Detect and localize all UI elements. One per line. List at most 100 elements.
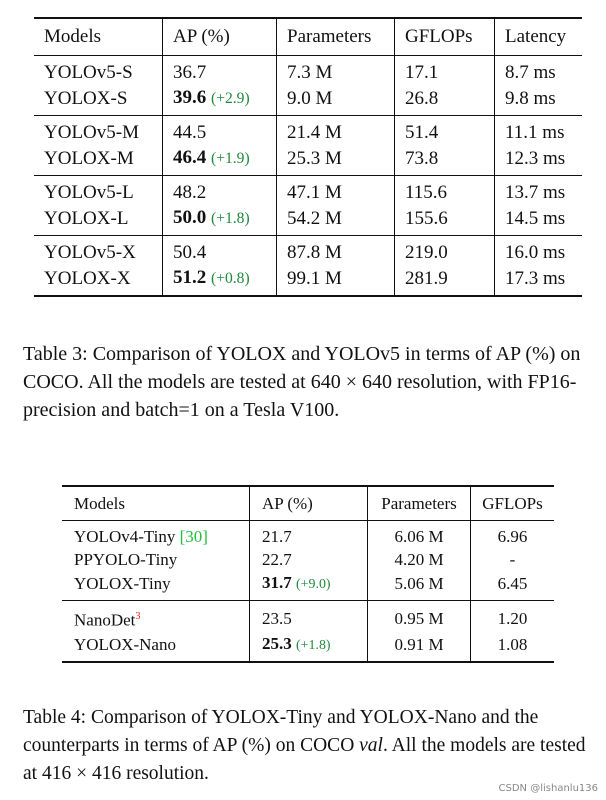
ap-value: 44.5 [173,122,207,143]
latency-cell: 13.7 ms [494,175,582,205]
citation-link[interactable]: [30] [179,527,208,546]
header-latency: Latency [494,17,582,56]
table-4-header-row: Models AP (%) Parameters GFLOPs [62,485,554,521]
ap-value: 50.4 [173,242,207,263]
gflops-cell: 1.20 [470,600,554,632]
model-cell: NanoDet3 [62,601,250,632]
model-cell: YOLOv5-M [44,122,139,143]
gflops-cell: 1.08 [470,631,554,663]
table-row: YOLOv4-Tiny [30] 21.7 6.06 M 6.96 [62,520,554,548]
params-cell: 6.06 M [367,520,471,548]
table-3-header-row: Models AP (%) Parameters GFLOPs Latency [34,17,582,56]
gflops-cell: 155.6 [394,205,495,236]
ap-cell: 39.6 (+2.9) [162,85,277,116]
gflops-cell: 73.8 [394,145,495,176]
gflops-cell: 6.96 [470,520,554,548]
model-name: NanoDet [74,610,136,630]
ap-gain: (+1.9) [211,150,250,167]
params-cell: 25.3 M [276,145,395,176]
ap-cell: 23.5 [249,600,368,632]
table-row: PPYOLO-Tiny 22.7 4.20 M- [62,548,554,571]
ap-value: 50.0 [173,207,207,228]
gflops-cell: - [470,548,554,571]
ap-cell: 36.7 [162,55,277,85]
table-row: YOLOX-L 50.0 (+1.8) 54.2 M 155.6 14.5 ms [34,205,582,236]
table-4: Models AP (%) Parameters GFLOPs YOLOv4-T… [62,485,554,663]
params-cell: 99.1 M [276,265,395,297]
header-gflops: GFLOPs [394,17,495,56]
ap-cell: 50.0 (+1.8) [162,205,277,236]
model-cell: YOLOX-X [34,265,163,297]
ap-cell: 21.7 [249,520,368,548]
ap-gain: (+1.8) [211,210,250,227]
params-cell: 0.95 M [367,600,471,632]
model-cell: YOLOX-S [34,85,163,116]
footnote-marker[interactable]: 3 [135,611,141,622]
ap-gain: (+0.8) [211,270,250,287]
latency-cell: 12.3 ms [494,145,582,176]
ap-value: 25.3 [262,633,292,653]
ap-value: 51.2 [173,267,207,288]
params-cell: 9.0 M [276,85,395,116]
model-name: PPYOLO-Tiny [74,550,178,569]
ap-gain: (+1.8) [296,637,331,653]
ap-cell: 22.7 [249,548,368,571]
ap-cell: 44.5 [162,115,277,145]
gflops-cell: 51.4 [394,115,495,145]
table-row: YOLOv5-M 44.5 21.4 M 51.4 11.1 ms [34,115,582,145]
ap-cell: 31.7 (+9.0) [249,571,368,601]
watermark: CSDN @lishanlu136 [498,783,598,794]
ap-value: 23.5 [262,608,292,628]
ap-value: 22.7 [262,550,292,569]
header-gflops: GFLOPs [470,485,554,521]
header-models: Models [34,17,163,56]
table-row: YOLOv5-L 48.2 47.1 M 115.6 13.7 ms [34,175,582,205]
latency-cell: 14.5 ms [494,205,582,236]
caption-val-italic: val [359,735,383,756]
table-row: NanoDet3 23.5 0.95 M 1.20 [62,600,554,632]
table-3: Models AP (%) Parameters GFLOPs Latency … [34,17,582,297]
caption-text: Table 4: Comparison of YOLOX-Tiny and YO… [23,707,539,756]
gflops-cell: 6.45 [470,571,554,601]
model-cell: PPYOLO-Tiny [62,548,250,571]
header-parameters: Parameters [367,485,471,521]
latency-cell: 16.0 ms [494,235,582,265]
header-ap: AP (%) [162,17,277,56]
table-row: YOLOX-S 39.6 (+2.9) 9.0 M 26.8 9.8 ms [34,85,582,116]
ap-cell: 46.4 (+1.9) [162,145,277,176]
ap-cell: 25.3 (+1.8) [249,631,368,663]
table-row: YOLOX-Tiny 31.7 (+9.0) 5.06 M 6.45 [62,571,554,601]
ap-value: 46.4 [173,147,207,168]
params-cell: 7.3 M [276,55,395,85]
model-cell: YOLOX-Tiny [62,571,250,601]
params-cell: 54.2 M [276,205,395,236]
table-4-caption: Table 4: Comparison of YOLOX-Tiny and YO… [23,704,593,788]
table-row: YOLOX-X 51.2 (+0.8) 99.1 M 281.9 17.3 ms [34,265,582,297]
ap-cell: 48.2 [162,175,277,205]
header-parameters: Parameters [276,17,395,56]
model-cell: YOLOv5-L [44,182,134,203]
gflops-cell: 219.0 [394,235,495,265]
model-cell: YOLOX-Nano [62,631,250,663]
ap-value: 48.2 [173,182,207,203]
gflops-cell: 17.1 [394,55,495,85]
table-row: YOLOv5-X 50.4 87.8 M 219.0 16.0 ms [34,235,582,265]
latency-cell: 11.1 ms [494,115,582,145]
gflops-cell: 115.6 [394,175,495,205]
params-cell: 4.20 M [367,548,471,571]
model-cell: YOLOv5-S [44,62,133,83]
model-cell: YOLOX-L [34,205,163,236]
table-row: YOLOv5-S 36.7 7.3 M 17.1 8.7 ms [34,55,582,85]
gflops-cell: 26.8 [394,85,495,116]
header-ap: AP (%) [249,485,368,521]
table-row: YOLOX-Nano 25.3 (+1.8) 0.91 M 1.08 [62,631,554,663]
header-models: Models [62,485,250,521]
model-name: YOLOv4-Tiny [74,527,176,546]
latency-cell: 17.3 ms [494,265,582,297]
table-row: YOLOX-M 46.4 (+1.9) 25.3 M 73.8 12.3 ms [34,145,582,176]
ap-value: 31.7 [262,573,292,592]
ap-gain: (+9.0) [296,577,331,592]
params-cell: 5.06 M [367,571,471,601]
params-cell: 47.1 M [276,175,395,205]
model-name: YOLOX-Nano [74,634,176,654]
